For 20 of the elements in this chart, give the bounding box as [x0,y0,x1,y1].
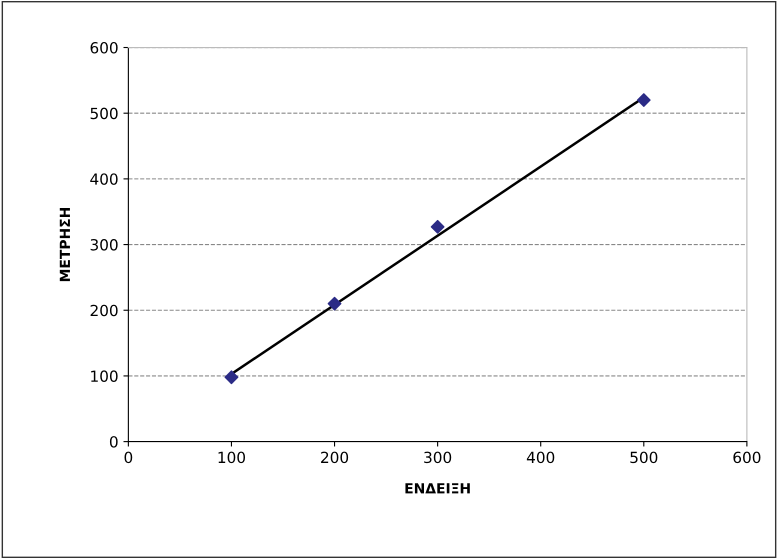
y-tick-label: 600 [90,42,118,54]
y-axis-title: ΜΕΤΡΗΣΗ [60,208,70,282]
y-tick-label: 100 [91,370,118,382]
x-tick-label: 0 [124,452,132,464]
point [224,370,238,384]
point [328,296,342,311]
x-tick-label: 500 [630,452,658,464]
y-tick-label: 500 [90,108,118,120]
x-tick-label: 400 [526,452,554,464]
y-tick-label: 0 [110,436,118,448]
x-tick-label: 300 [424,452,452,464]
point [636,93,651,107]
x-axis-title: ΕΝΔΕΙΞΗ [405,483,470,494]
x-tick-label: 200 [321,452,348,464]
y-tick-label: 400 [90,173,118,185]
y-tick-label: 200 [90,304,118,316]
y-tick-label: 300 [90,239,118,251]
x-tick-label: 600 [733,452,760,464]
point [430,220,445,234]
x-tick-label: 100 [218,452,246,464]
